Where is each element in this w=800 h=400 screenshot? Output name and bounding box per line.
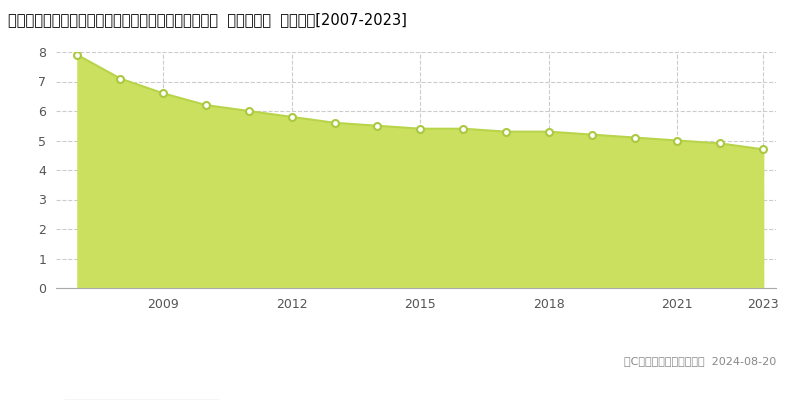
Text: （C）土地価格ドットコム  2024-08-20: （C）土地価格ドットコム 2024-08-20	[624, 356, 776, 366]
Text: 熊本県球磨郡多良木町大字多良木字下新地５５５番２  基準地価格  地価推移[2007-2023]: 熊本県球磨郡多良木町大字多良木字下新地５５５番２ 基準地価格 地価推移[2007…	[8, 12, 407, 27]
